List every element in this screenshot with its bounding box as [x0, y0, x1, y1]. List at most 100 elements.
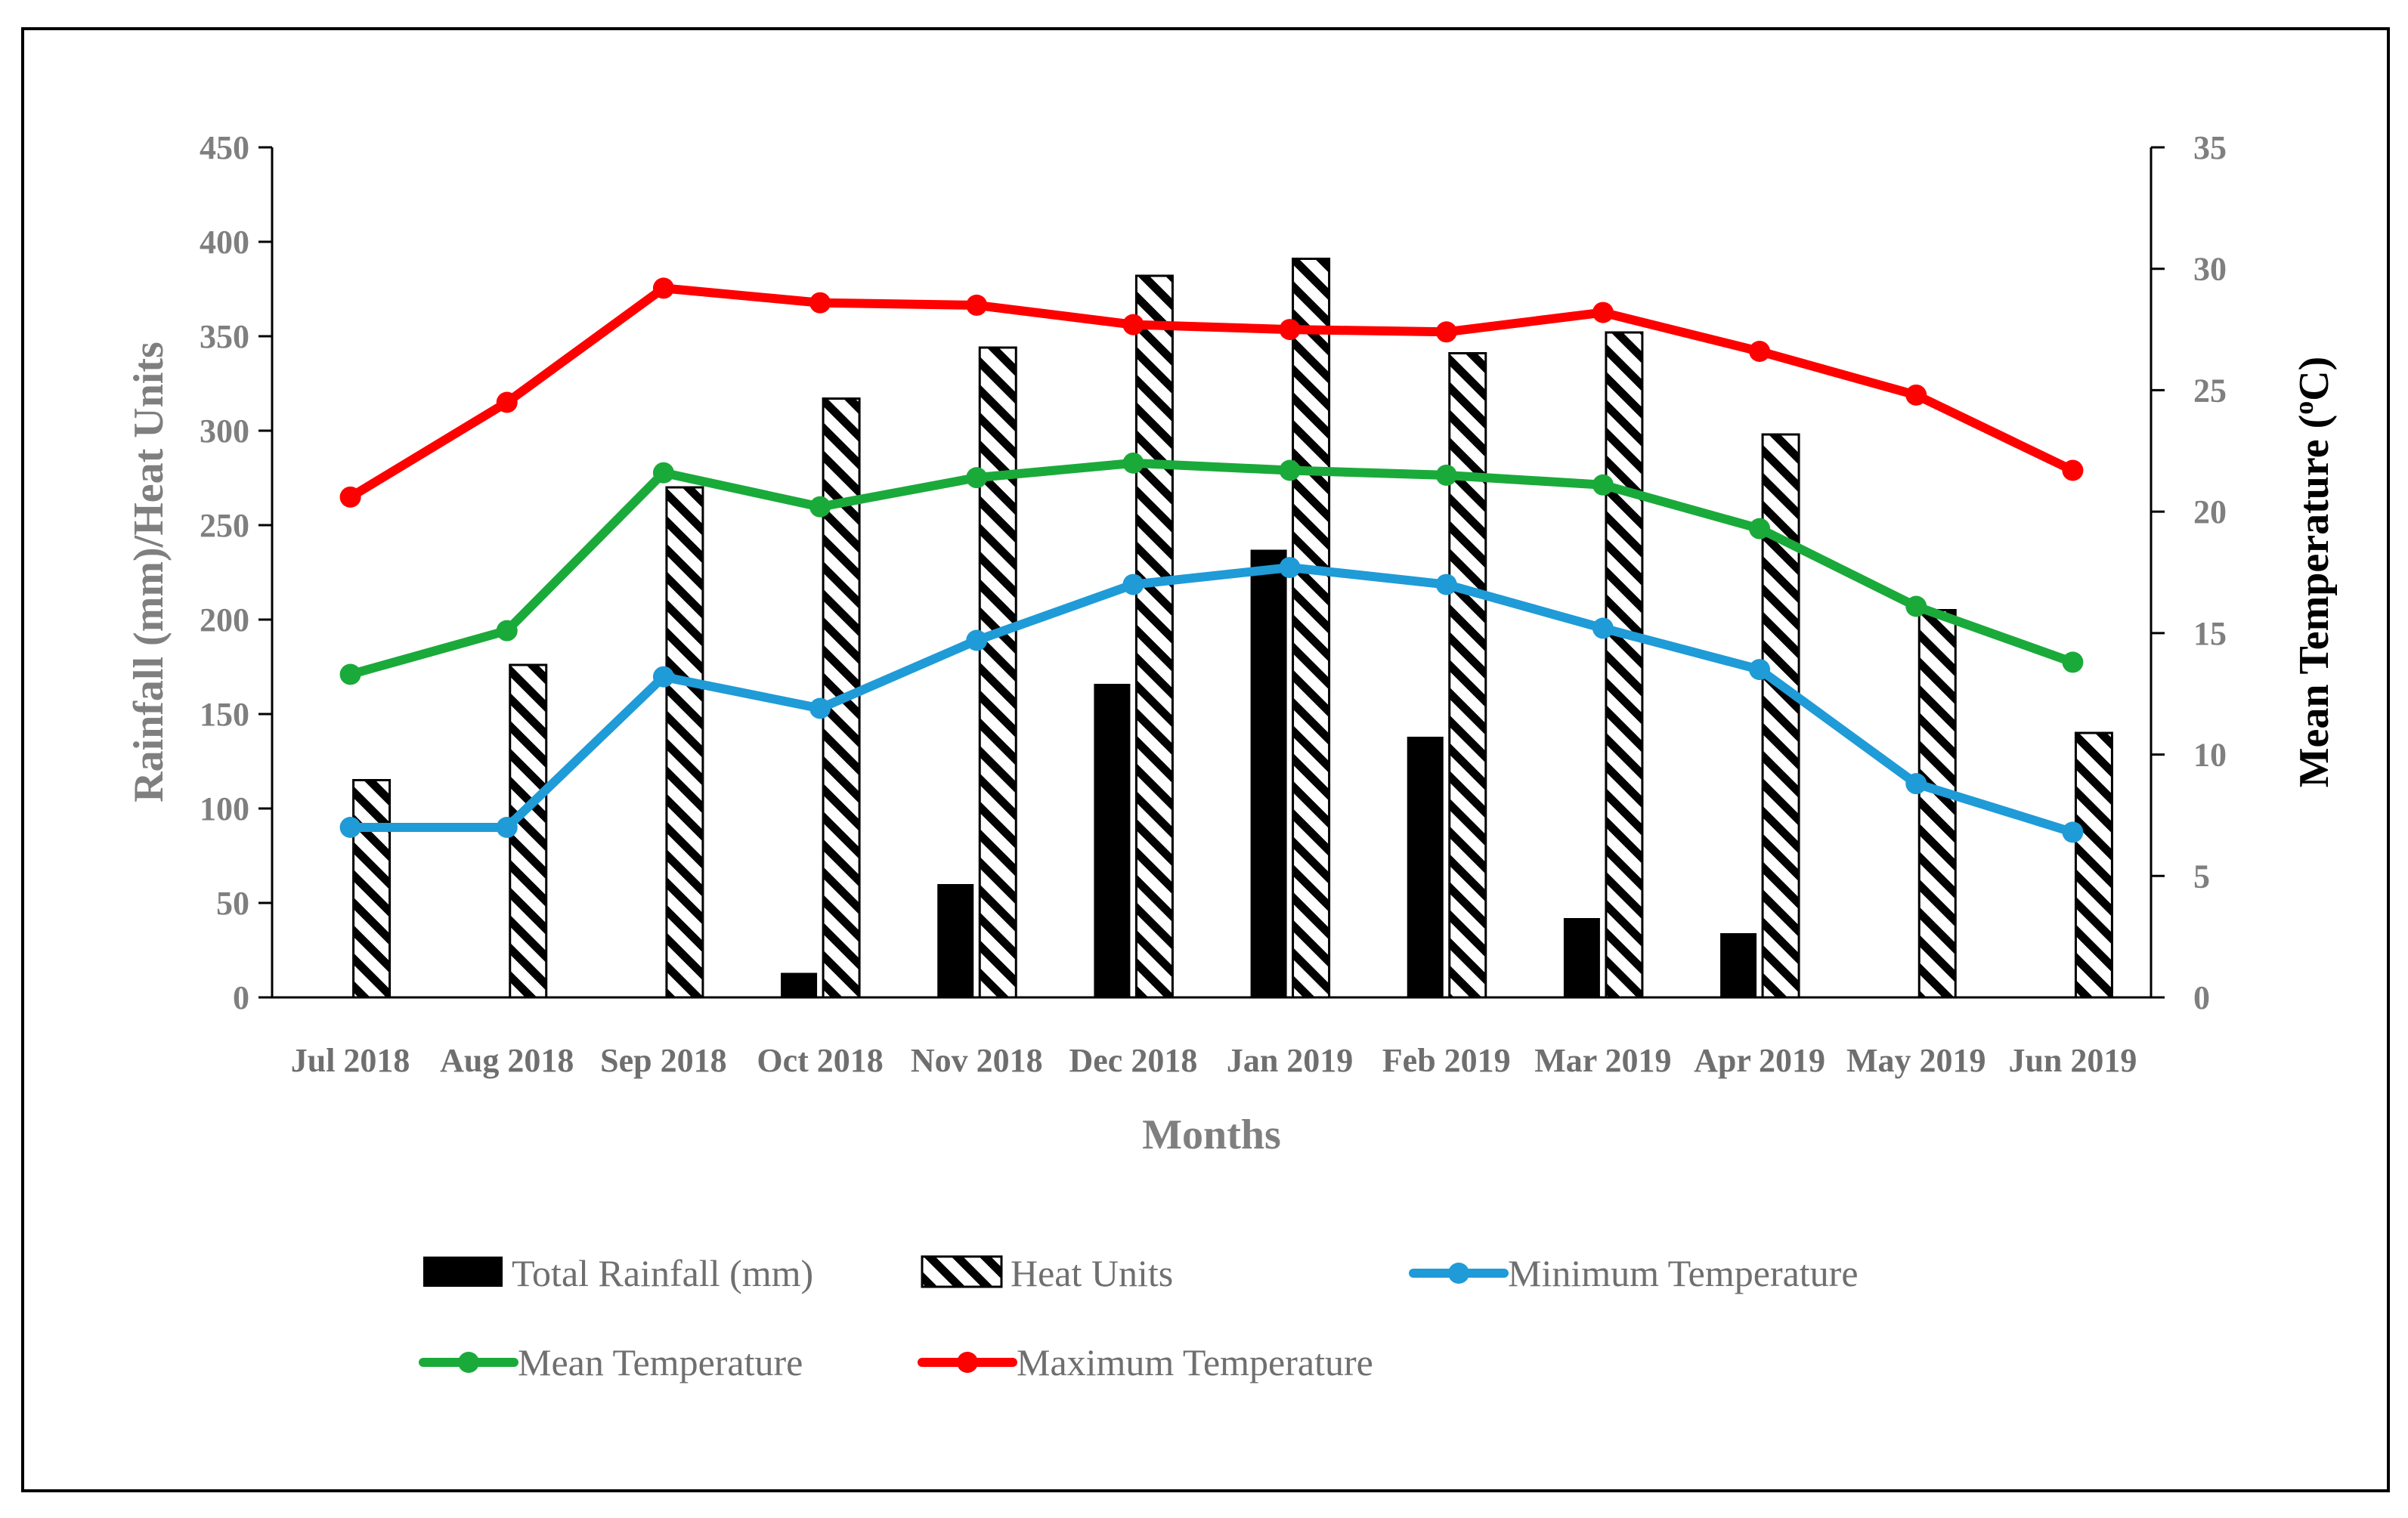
y2-tick-label: 30 [2193, 251, 2227, 288]
min-temp-point [496, 817, 518, 838]
mean-temp-point [1749, 518, 1771, 539]
x-tick-label: Jun 2019 [2008, 1042, 2137, 1079]
min-temp-point [1749, 659, 1771, 681]
x-tick-label: Oct 2018 [757, 1042, 883, 1079]
y2-axis-title-end: C) [2291, 357, 2338, 401]
y-tick-label: 150 [200, 696, 249, 733]
legend-label: Maximum Temperature [1017, 1341, 1373, 1384]
x-tick-label: Nov 2018 [911, 1042, 1043, 1079]
x-tick-label: Mar 2019 [1534, 1042, 1671, 1079]
mean-temp-point [1122, 452, 1144, 474]
x-tick-label: Aug 2018 [440, 1042, 574, 1079]
y-tick-label: 250 [200, 507, 249, 544]
axes [271, 147, 2153, 999]
max-temp-point [1122, 314, 1144, 335]
y-tick-label: 200 [200, 601, 249, 638]
heat-units-bar [1292, 258, 1331, 999]
y2-tick-label: 0 [2193, 979, 2210, 1016]
y-tick-label: 100 [200, 790, 249, 827]
y2-tick-label: 20 [2193, 493, 2227, 530]
x-tick-label: Jan 2019 [1227, 1042, 1353, 1079]
mean-temp-point [2062, 651, 2084, 673]
y2-tick-label: 10 [2193, 737, 2227, 774]
x-tick-label: Dec 2018 [1069, 1042, 1197, 1079]
mean-temp-point [966, 467, 988, 489]
mean-temp-point [1592, 474, 1614, 496]
min-temp-point [339, 817, 361, 838]
y2-tick-label: 15 [2193, 615, 2227, 652]
legend-entry: Minimum Temperature [1409, 1252, 1859, 1294]
y2-axis-title-main: Mean Temperature ( [2291, 415, 2338, 788]
x-axis-title: Months [1142, 1111, 1281, 1158]
min-temp-point [1122, 574, 1144, 595]
heat-units-bar [1761, 433, 1800, 999]
heat-units-bar [352, 779, 392, 999]
legend-swatch-rainfall [423, 1257, 503, 1287]
heat-units-bar [1134, 274, 1174, 999]
mean-temp-line [345, 458, 2078, 679]
heat-units-bar [665, 486, 704, 999]
heat-units-bar [978, 346, 1017, 999]
legend-entry: Total Rainfall (mm) [423, 1252, 813, 1294]
max-temp-point [652, 277, 674, 299]
max-temp-point [1592, 301, 1614, 323]
y2-tick-label: 35 [2193, 129, 2227, 166]
legend-label: Heat Units [1011, 1252, 1173, 1294]
y2-axis-title-sup: o [2289, 401, 2319, 415]
y2-tick-label: 25 [2193, 372, 2227, 409]
min-temp-line [345, 563, 2078, 837]
mean-temp-point [809, 496, 831, 518]
legend-marker-max-temp [957, 1352, 978, 1373]
max-temp-point [339, 486, 361, 508]
heat-units-bar [2074, 731, 2113, 999]
mean-temp-point [652, 462, 674, 484]
heat-units-bar [1448, 352, 1487, 999]
y-tick-label: 450 [200, 129, 249, 166]
min-temp-point [1279, 557, 1301, 579]
max-temp-point [1749, 341, 1771, 362]
rainfall-bar [1563, 918, 1600, 997]
legend-marker-mean-temp [458, 1352, 479, 1373]
mean-temp-point [339, 663, 361, 685]
legend-label: Total Rainfall (mm) [512, 1252, 813, 1294]
legend: Total Rainfall (mm) Heat Units Minimum Tem… [419, 1252, 1859, 1384]
max-temp-point [809, 292, 831, 314]
rainfall-bar [781, 972, 818, 997]
y-tick-label: 400 [200, 224, 249, 261]
rainfall-bar [1250, 549, 1287, 997]
max-temp-point [496, 391, 518, 413]
x-tick-label: Feb 2019 [1382, 1042, 1511, 1079]
min-temp-point [2062, 821, 2084, 843]
rainfall-bar [1720, 933, 1757, 997]
rainfall-bar [1094, 684, 1131, 997]
min-temp-point [966, 629, 988, 651]
min-temp-point [809, 697, 831, 719]
x-tick-label: May 2019 [1846, 1042, 1986, 1079]
x-tick-label: Apr 2019 [1694, 1042, 1825, 1079]
legend-entry: Mean Temperature [419, 1341, 803, 1384]
y-tick-label: 0 [233, 979, 249, 1016]
chart-border [21, 27, 2390, 1492]
min-temp-point [1592, 617, 1614, 639]
max-temp-point [2062, 459, 2084, 481]
legend-entry: Heat Units [921, 1252, 1173, 1294]
mean-temp-point [496, 620, 518, 642]
heat-units-bar [1917, 609, 1957, 999]
max-temp-point [1435, 321, 1457, 343]
x-tick-label: Jul 2018 [291, 1042, 410, 1079]
legend-entry: Maximum Temperature [918, 1341, 1373, 1384]
y2-tick-label: 5 [2193, 858, 2210, 895]
min-temp-point [1905, 773, 1927, 795]
max-temp-point [966, 294, 988, 316]
min-temp-point [652, 666, 674, 688]
legend-marker-min-temp [1448, 1263, 1469, 1284]
max-temp-point [1905, 384, 1927, 406]
mean-temp-point [1905, 595, 1927, 617]
legend-swatch-heat-units [921, 1255, 1003, 1288]
min-temp-point [1435, 574, 1457, 595]
mean-temp-point [1435, 464, 1457, 486]
y2-axis-title: Mean Temperature (oC) [2289, 357, 2338, 788]
y-tick-label: 300 [200, 413, 249, 450]
